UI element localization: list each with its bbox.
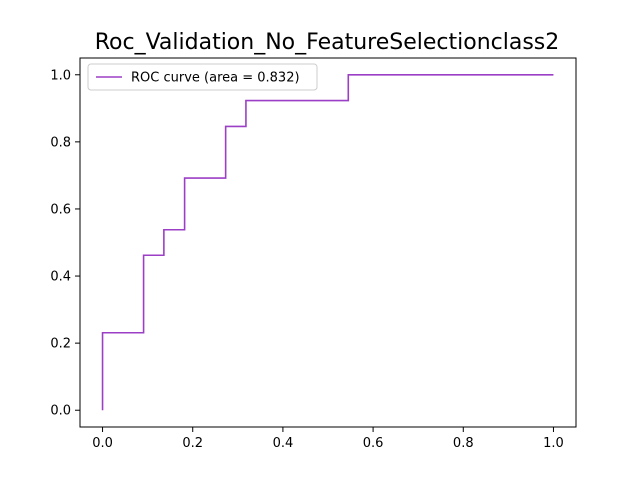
y-tick-label: 1.0 — [50, 68, 71, 83]
x-tick-label: 0.8 — [453, 436, 474, 451]
x-tick-label: 0.2 — [182, 436, 203, 451]
y-tick-label: 0.4 — [50, 270, 71, 285]
x-tick-label: 0.6 — [363, 436, 384, 451]
y-tick-label: 0.2 — [50, 337, 71, 352]
y-tick-label: 0.8 — [50, 135, 71, 150]
x-tick-label: 0.4 — [273, 436, 294, 451]
plot-area: 0.0 0.2 0.4 0.6 0.8 1.0 0.0 0.2 0.4 0.6 0.8 1.0 — [50, 57, 577, 451]
legend-label: ROC curve (area = 0.832) — [131, 71, 300, 86]
x-tick-label: 1.0 — [543, 436, 564, 451]
axes-frame — [79, 57, 577, 428]
roc-curve-line — [101, 73, 554, 411]
y-tick-label: 0.6 — [50, 202, 71, 217]
chart-title: Roc_Validation_No_FeatureSelectionclass2 — [95, 30, 560, 55]
x-tick-label: 0.0 — [92, 436, 113, 451]
legend-box — [87, 63, 318, 91]
legend: ROC curve (area = 0.832) — [87, 63, 318, 91]
y-tick-label: 0.0 — [50, 404, 71, 419]
